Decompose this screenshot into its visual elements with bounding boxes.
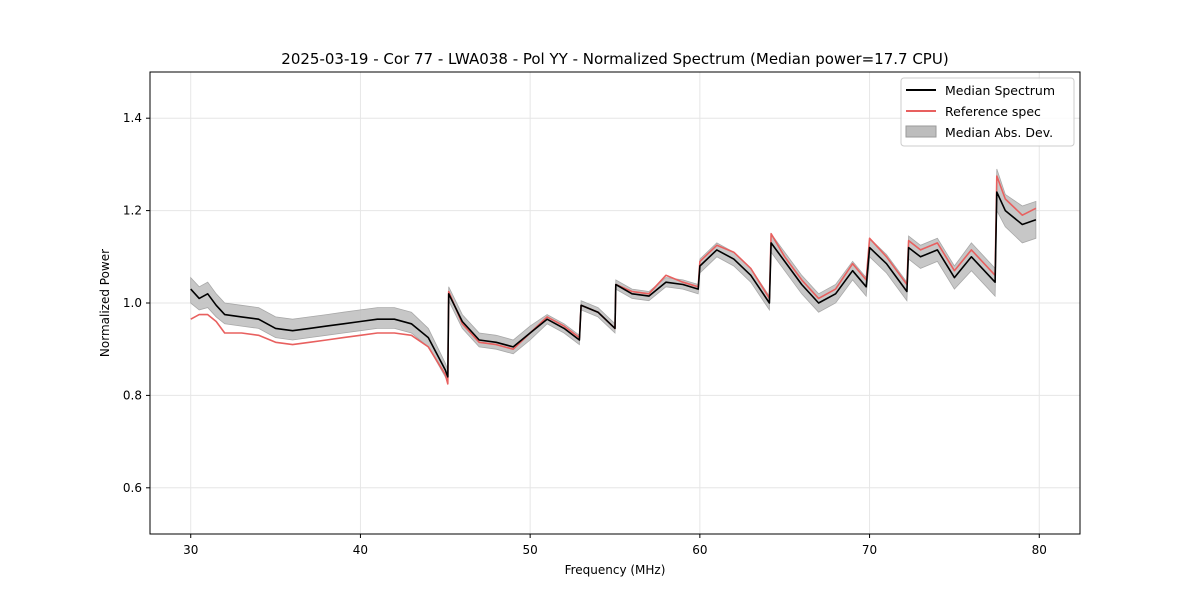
legend-mad-label: Median Abs. Dev. <box>945 125 1053 140</box>
x-axis-ticks: 30 40 50 60 70 80 <box>183 534 1047 557</box>
x-tick-label: 40 <box>353 543 368 557</box>
y-axis-label: Normalized Power <box>98 249 112 357</box>
y-axis-ticks: 0.6 0.8 1.0 1.2 1.4 <box>123 111 150 495</box>
legend-mad-swatch <box>905 125 937 138</box>
x-axis-label: Frequency (MHz) <box>565 563 666 577</box>
series-lines <box>190 175 1037 385</box>
mad-band-area <box>190 168 1037 384</box>
mad-band <box>190 168 1037 384</box>
median-spectrum-line <box>190 191 1037 378</box>
y-tick-label: 1.4 <box>123 111 142 125</box>
x-tick-label: 50 <box>523 543 538 557</box>
x-tick-label: 60 <box>692 543 707 557</box>
legend: Median Spectrum Reference spec Median Ab… <box>900 77 1075 147</box>
legend-median-label: Median Spectrum <box>945 83 1055 98</box>
y-tick-label: 0.6 <box>123 481 142 495</box>
x-tick-label: 80 <box>1032 543 1047 557</box>
x-tick-label: 70 <box>862 543 877 557</box>
chart-title: 2025-03-19 - Cor 77 - LWA038 - Pol YY - … <box>281 50 948 68</box>
y-tick-label: 1.0 <box>123 296 142 310</box>
y-tick-label: 0.8 <box>123 388 142 402</box>
legend-reference-label: Reference spec <box>945 104 1041 119</box>
y-tick-label: 1.2 <box>123 204 142 218</box>
x-tick-label: 30 <box>183 543 198 557</box>
legend-box <box>900 77 1075 147</box>
